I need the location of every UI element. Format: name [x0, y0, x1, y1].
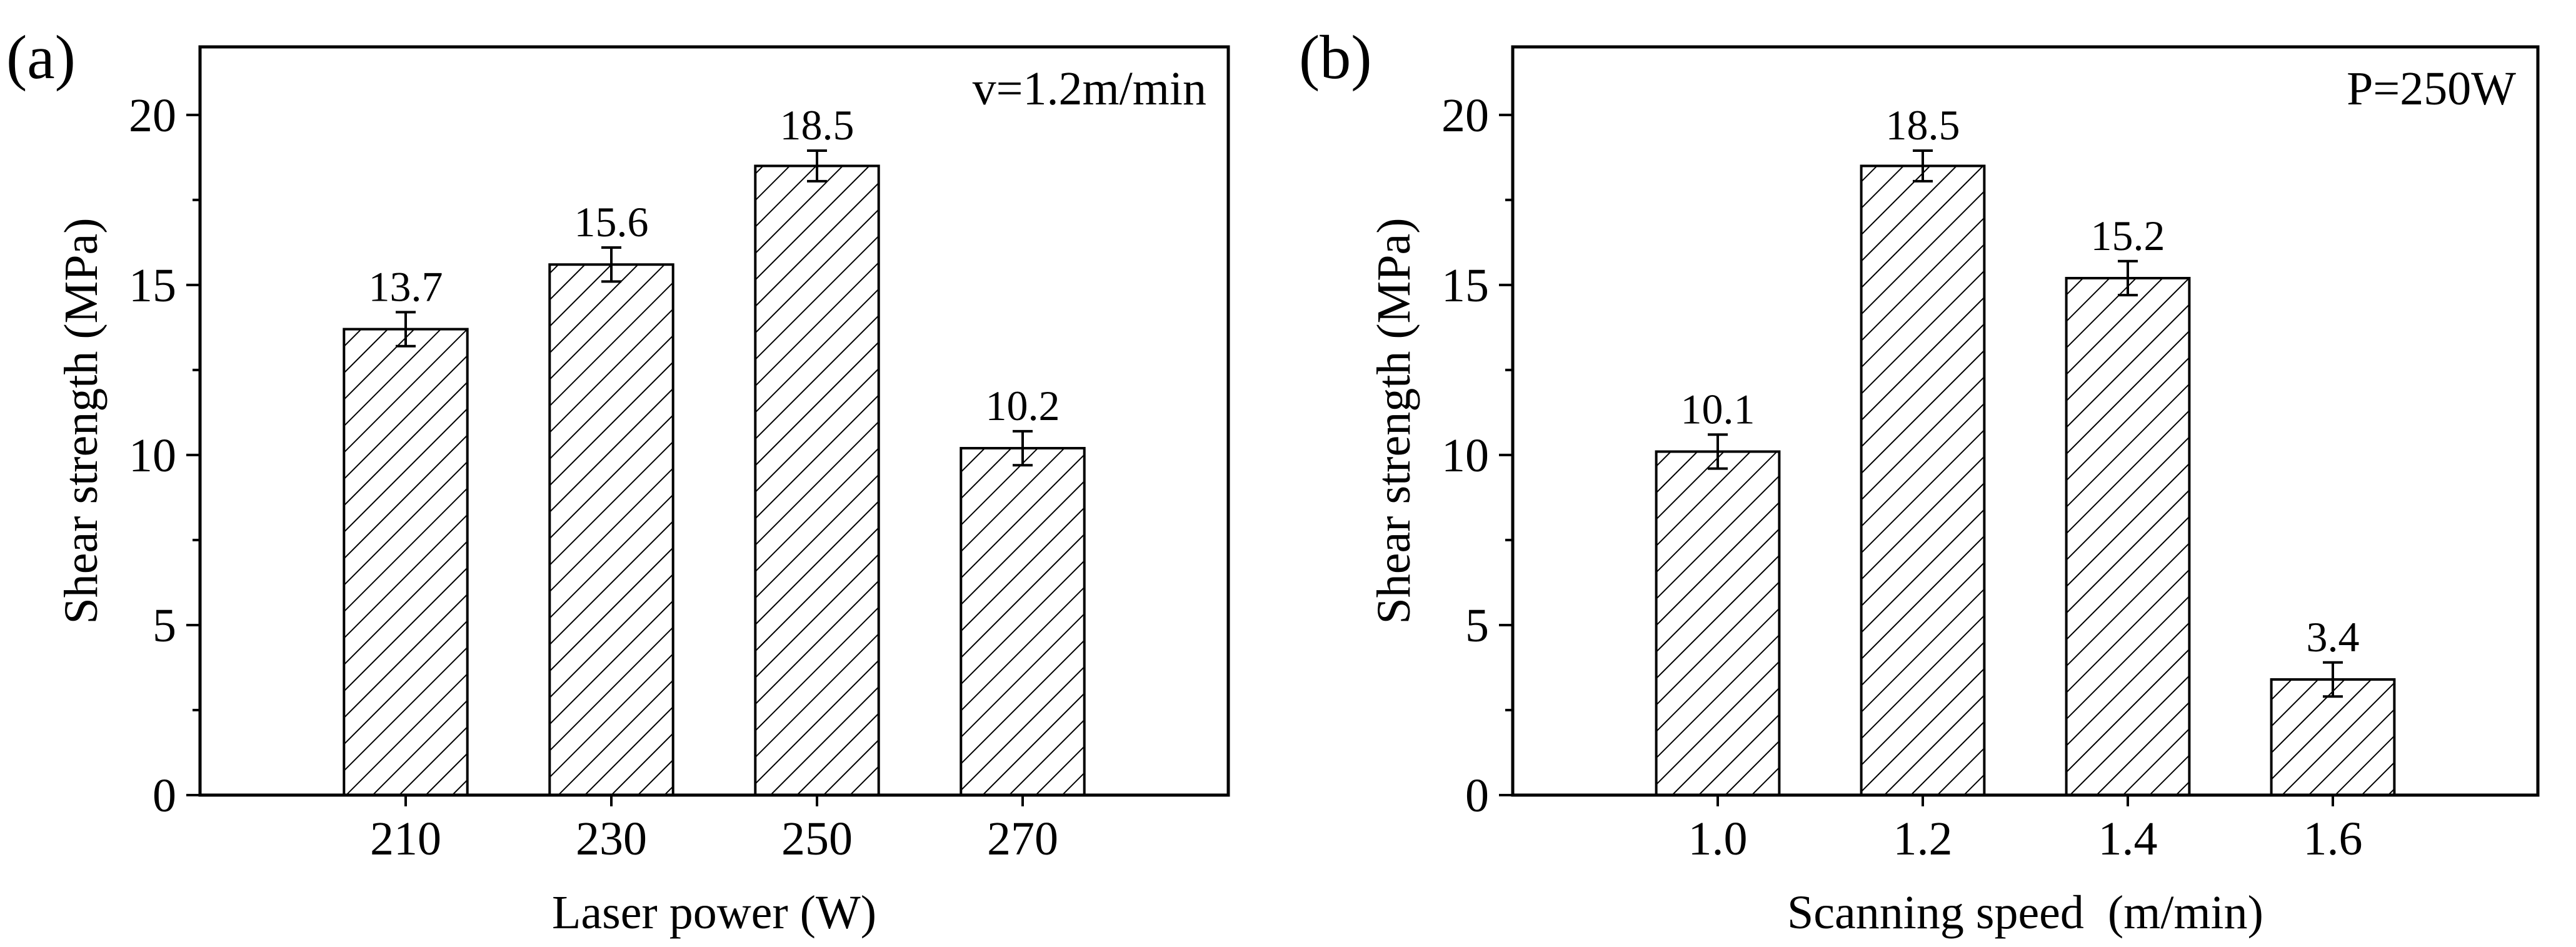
bar: [754, 164, 880, 796]
error-bar: [2323, 661, 2343, 698]
chart-panel-a: (a) 13.7 210 15.6 230 18.5 250 10.2 270 0 5 10 15 20 L…: [6, 23, 1230, 939]
bar: [960, 447, 1086, 796]
x-axis-title: Scanning speed (m/min): [1787, 886, 2263, 939]
bar: [343, 328, 469, 796]
x-tick-label: 1.0: [1688, 813, 1748, 865]
panel-label: (b): [1299, 23, 1372, 92]
y-tick-label: 5: [1465, 599, 1489, 652]
y-tick-label: 15: [129, 259, 176, 312]
bar-value-label: 15.6: [574, 198, 649, 246]
condition-annotation: P=250W: [2347, 63, 2516, 115]
condition-annotation: v=1.2m/min: [973, 63, 1206, 115]
error-bar: [2118, 259, 2138, 297]
y-tick-label: 0: [1465, 769, 1489, 822]
x-tick-label: 270: [987, 813, 1058, 865]
x-tick-label: 1.6: [2303, 813, 2363, 865]
bar-value-label: 18.5: [1886, 101, 1960, 149]
bar-value-label: 13.7: [369, 263, 443, 310]
error-bar: [1013, 429, 1033, 467]
chart-panel-b: (b) 10.1 1.0 18.5 1.2 15.2 1.4 3.4 1.6 0 5 10 15 20 Sc…: [1299, 23, 2540, 939]
x-tick-label: 210: [370, 813, 441, 865]
error-bar: [807, 149, 827, 183]
x-tick-label: 1.2: [1893, 813, 1953, 865]
bar: [2270, 678, 2396, 796]
panel-label: (a): [6, 23, 76, 92]
plot-frame: [198, 45, 1230, 797]
bar: [1860, 164, 1986, 796]
x-axis-title: Laser power (W): [552, 886, 876, 939]
bar: [1655, 450, 1781, 796]
error-bar: [1708, 433, 1728, 470]
y-axis-title: Shear strength (MPa): [55, 218, 108, 624]
error-bar: [1913, 149, 1933, 183]
bar: [548, 263, 674, 796]
error-bar: [396, 311, 416, 348]
x-tick-label: 250: [781, 813, 853, 865]
y-axis-title: Shear strength (MPa): [1368, 218, 1420, 624]
bar-value-label: 3.4: [2307, 613, 2360, 661]
bar-value-label: 10.1: [1681, 385, 1755, 433]
error-bar: [601, 246, 621, 283]
y-tick-label: 20: [1441, 89, 1489, 142]
y-tick-label: 5: [153, 599, 176, 652]
bar-value-label: 18.5: [780, 101, 854, 149]
y-tick-label: 0: [153, 769, 176, 822]
y-tick-label: 10: [1441, 429, 1489, 482]
x-tick-label: 230: [576, 813, 647, 865]
x-tick-label: 1.4: [2098, 813, 2158, 865]
y-tick-label: 15: [1441, 259, 1489, 312]
plot-frame: [1511, 45, 2540, 797]
y-tick-label: 10: [129, 429, 176, 482]
bar-value-label: 10.2: [986, 382, 1060, 429]
y-tick-label: 20: [129, 89, 176, 142]
bar: [2065, 276, 2191, 796]
bar-value-label: 15.2: [2091, 212, 2165, 259]
